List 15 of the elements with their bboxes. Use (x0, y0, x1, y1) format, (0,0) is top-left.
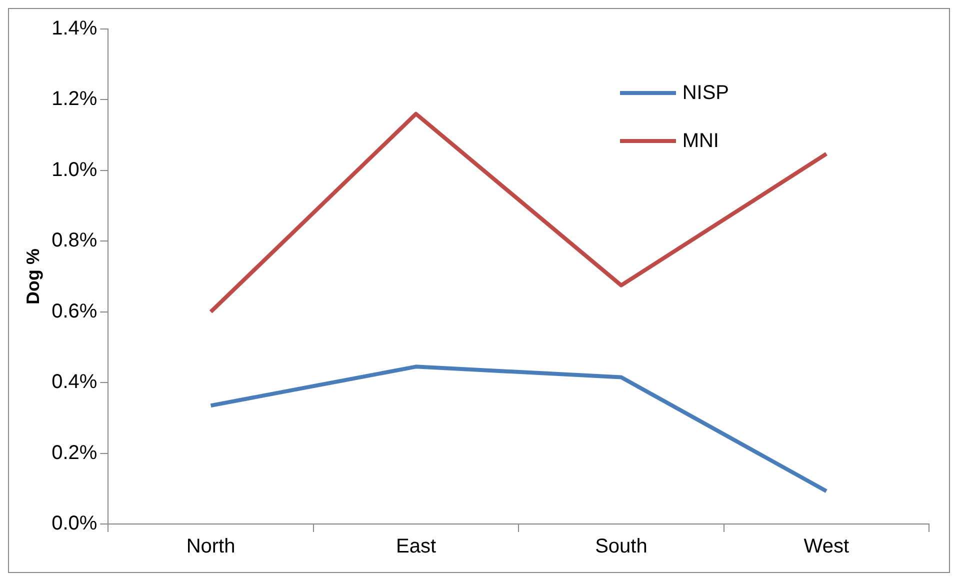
y-tick-label: 1.2% (52, 88, 98, 110)
y-tick-label: 0.8% (52, 230, 98, 252)
y-tick-label: 1.4% (52, 18, 98, 40)
x-tick-label: West (804, 536, 850, 558)
y-tick-label: 0.6% (52, 300, 98, 322)
y-tick-label: 0.0% (52, 512, 98, 535)
y-tick-label: 1.0% (52, 158, 98, 181)
x-tick-label: South (595, 536, 648, 558)
x-tick-label: North (186, 536, 236, 558)
legend-label: MNI (682, 130, 719, 152)
y-axis-title: Dog % (22, 248, 43, 304)
x-tick-label: East (396, 536, 436, 558)
y-tick-label: 0.2% (52, 442, 98, 464)
legend-label: NISP (682, 82, 729, 104)
y-tick-label: 0.4% (52, 371, 98, 394)
